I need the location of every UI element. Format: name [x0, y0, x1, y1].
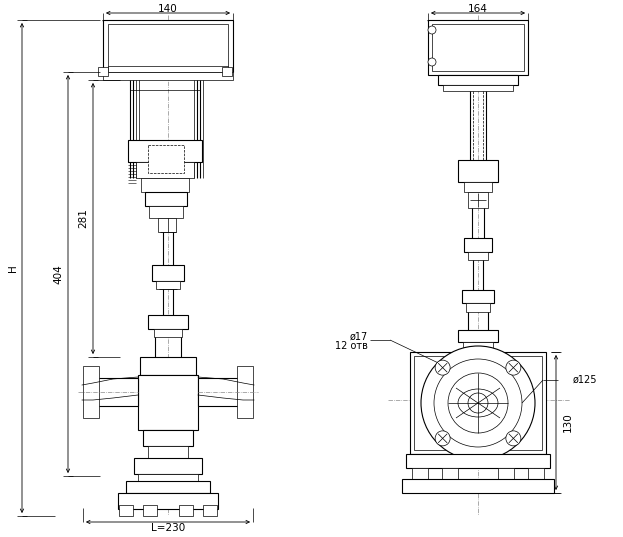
Bar	[432, 24, 524, 71]
Bar	[468, 252, 488, 260]
Bar	[134, 458, 202, 474]
Bar	[103, 20, 233, 72]
Bar	[443, 85, 513, 91]
Circle shape	[428, 58, 436, 66]
Bar	[118, 493, 218, 509]
Text: ø125: ø125	[573, 375, 597, 385]
Bar	[138, 474, 198, 481]
Bar	[149, 206, 183, 218]
Bar	[83, 366, 99, 418]
Text: 140: 140	[158, 4, 178, 14]
Bar	[468, 192, 488, 208]
Bar	[528, 468, 544, 479]
Bar	[145, 192, 187, 206]
Bar	[458, 330, 498, 342]
Bar	[96, 378, 138, 406]
Circle shape	[435, 360, 450, 375]
Bar	[103, 72, 233, 80]
Circle shape	[506, 360, 521, 375]
Circle shape	[448, 373, 508, 433]
Text: 12 отв: 12 отв	[335, 341, 368, 351]
Circle shape	[421, 346, 535, 460]
Ellipse shape	[458, 389, 498, 417]
Text: 404: 404	[53, 264, 63, 284]
Bar	[108, 66, 228, 72]
Bar	[148, 315, 188, 329]
Text: H: H	[8, 264, 18, 272]
Bar	[119, 505, 133, 516]
Bar	[410, 352, 546, 454]
Bar	[143, 505, 157, 516]
Bar	[428, 20, 528, 75]
Bar	[98, 67, 108, 76]
Text: L=230: L=230	[151, 523, 185, 533]
Circle shape	[435, 431, 450, 446]
Bar	[414, 356, 542, 450]
Text: 164: 164	[468, 4, 488, 14]
Bar	[136, 162, 194, 178]
Bar	[462, 290, 494, 303]
Bar	[203, 505, 217, 516]
Circle shape	[506, 431, 521, 446]
Bar	[156, 281, 180, 289]
Circle shape	[468, 393, 488, 413]
Text: 130: 130	[563, 412, 573, 432]
Bar	[128, 140, 202, 162]
Bar	[141, 178, 189, 192]
Bar	[140, 357, 196, 375]
Bar	[222, 67, 232, 76]
Bar	[154, 329, 182, 337]
Bar	[412, 468, 428, 479]
Bar	[442, 468, 458, 479]
Bar	[237, 366, 253, 418]
Text: ø17: ø17	[350, 332, 368, 342]
Bar	[198, 378, 240, 406]
Bar	[240, 370, 250, 414]
Bar	[464, 238, 492, 252]
Bar	[464, 182, 492, 192]
Bar	[466, 303, 490, 312]
Text: 281: 281	[78, 208, 88, 228]
Bar	[108, 24, 228, 68]
Bar	[458, 160, 498, 182]
Bar	[438, 75, 518, 85]
Bar	[152, 265, 184, 281]
Bar	[158, 218, 176, 232]
Bar	[148, 145, 184, 173]
Bar	[138, 375, 198, 430]
Bar	[402, 479, 554, 493]
Bar	[148, 446, 188, 458]
Bar	[463, 342, 493, 352]
Circle shape	[428, 26, 436, 34]
Bar	[143, 430, 193, 446]
Bar	[86, 370, 96, 414]
Bar	[126, 481, 210, 493]
Bar	[498, 468, 514, 479]
Circle shape	[434, 359, 522, 447]
Bar	[179, 505, 193, 516]
Bar	[406, 454, 550, 468]
